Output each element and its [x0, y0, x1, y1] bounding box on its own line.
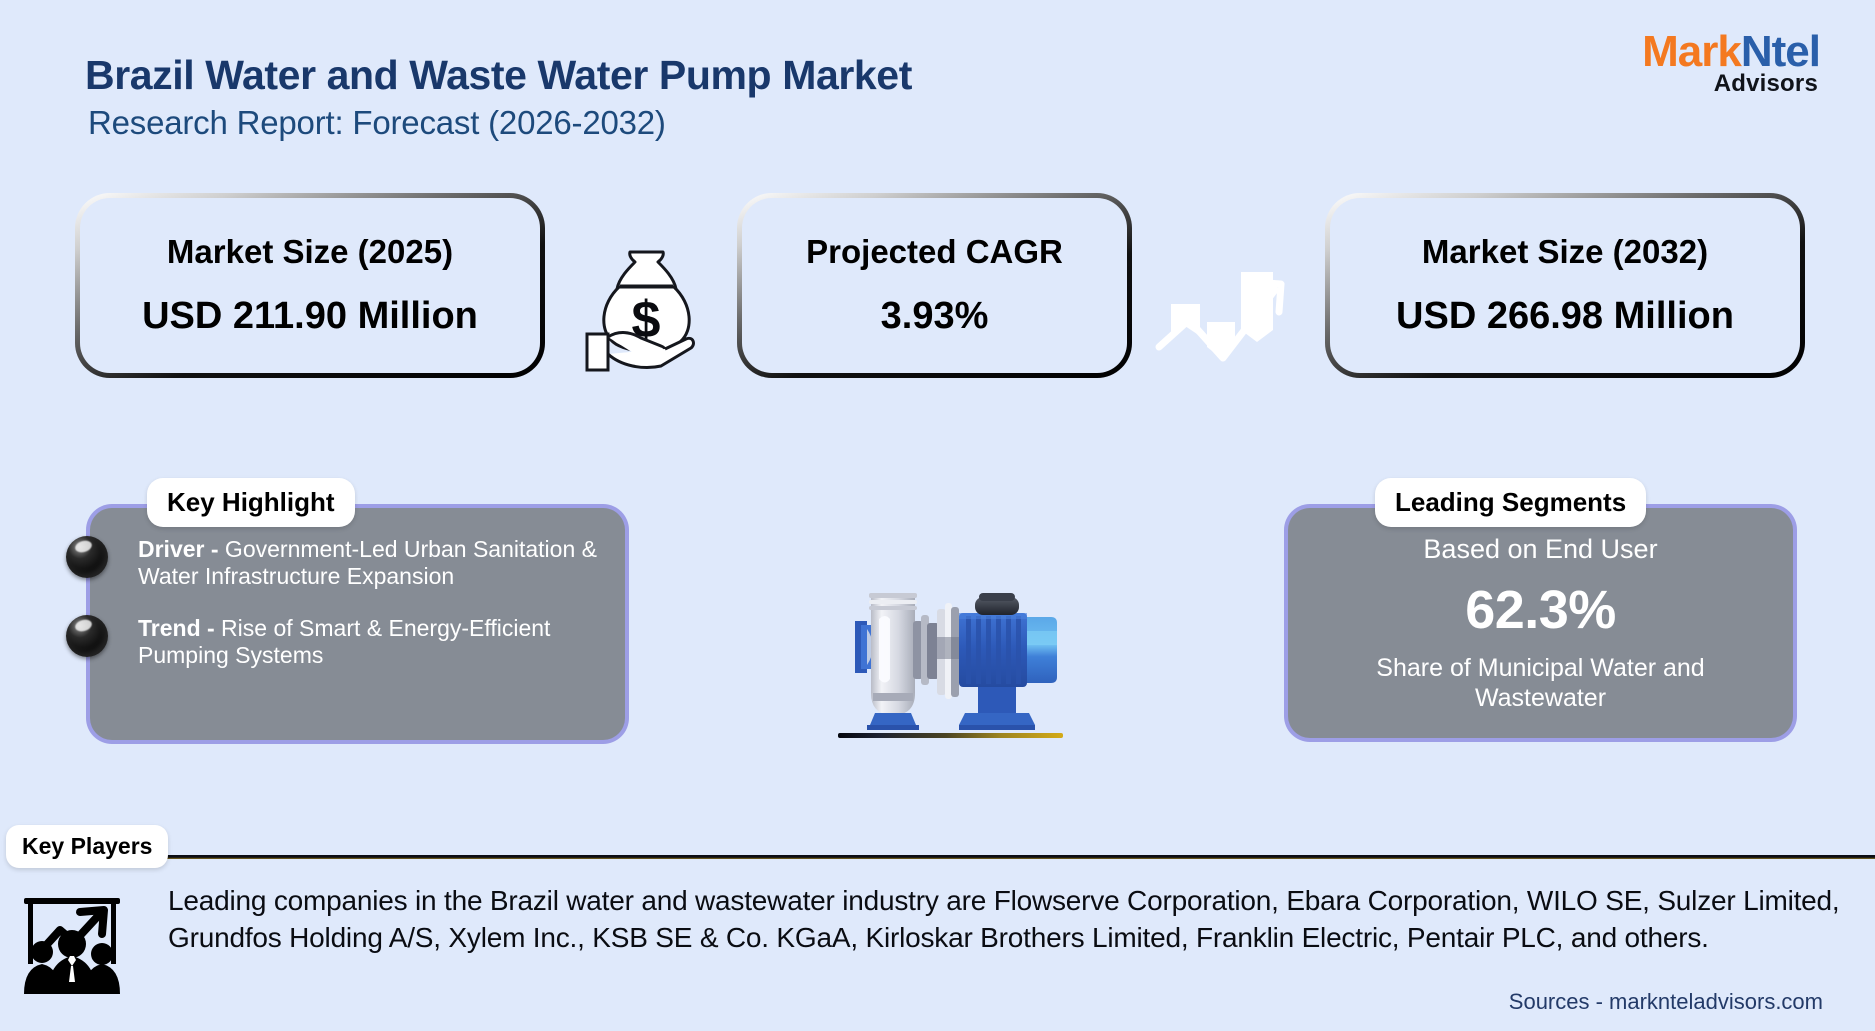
key-highlight-item-trend: Trend - Rise of Smart & Energy-Efficient… [66, 614, 603, 670]
bullet-sphere-icon [66, 536, 108, 578]
footer-divider [152, 855, 1875, 859]
sources-label: Sources - marknteladvisors.com [1508, 989, 1823, 1014]
key-players-tag: Key Players [6, 825, 169, 868]
card-value: USD 266.98 Million [1396, 295, 1734, 337]
key-highlight-list: Driver - Government-Led Urban Sanitation… [66, 536, 603, 693]
card-value: 3.93% [880, 295, 989, 337]
logo-mark-text: Mark [1642, 27, 1742, 76]
card-value: USD 211.90 Million [142, 295, 478, 337]
page-subtitle: Research Report: Forecast (2026-2032) [88, 104, 666, 141]
segment-basis: Based on End User [1423, 533, 1658, 564]
logo-ntel-text: Ntel [1740, 27, 1821, 76]
highlight-label: Trend - [138, 614, 215, 641]
card-label: Market Size (2032) [1421, 233, 1709, 270]
key-highlight-tag: Key Highlight [147, 478, 355, 527]
key-highlight-item-driver: Driver - Government-Led Urban Sanitation… [66, 536, 603, 591]
header: Brazil Water and Waste Water Pump Market… [0, 0, 1875, 160]
projected-cagr-card: Projected CAGR 3.93% [737, 193, 1132, 378]
highlight-label: Driver - [138, 536, 219, 562]
key-highlight-panel: Driver - Government-Led Urban Sanitation… [66, 504, 629, 744]
market-size-2032-card: Market Size (2032) USD 266.98 Million [1325, 193, 1805, 378]
card-label: Market Size (2025) [166, 233, 454, 270]
brand-logo[interactable]: MarkNtel Advisors [1642, 27, 1821, 98]
water-pump-illustration [855, 593, 1057, 730]
segment-description: Share of Municipal Water and Wastewater [1376, 653, 1705, 712]
pump-base-line [838, 733, 1063, 738]
segment-share-value: 62.3% [1465, 579, 1616, 640]
growth-chart-icon [1155, 272, 1285, 362]
card-label: Projected CAGR [806, 233, 1063, 270]
bullet-sphere-icon [66, 614, 108, 657]
key-players-text: Leading companies in the Brazil water an… [168, 885, 1840, 954]
money-bag-icon: $ [585, 250, 695, 372]
highlight-text: Rise of Smart & Energy-Efficient Pumping… [138, 614, 551, 669]
page-title: Brazil Water and Waste Water Pump Market [85, 52, 912, 98]
leading-segments-panel: Based on End User 62.3% Share of Municip… [1284, 504, 1797, 742]
market-size-2025-card: Market Size (2025) USD 211.90 Million [75, 193, 545, 378]
leading-segments-tag: Leading Segments [1375, 478, 1647, 527]
highlight-text: Government-Led Urban Sanitation & Water … [138, 536, 597, 590]
business-team-icon [24, 898, 120, 994]
logo-tagline: Advisors [1713, 70, 1818, 97]
